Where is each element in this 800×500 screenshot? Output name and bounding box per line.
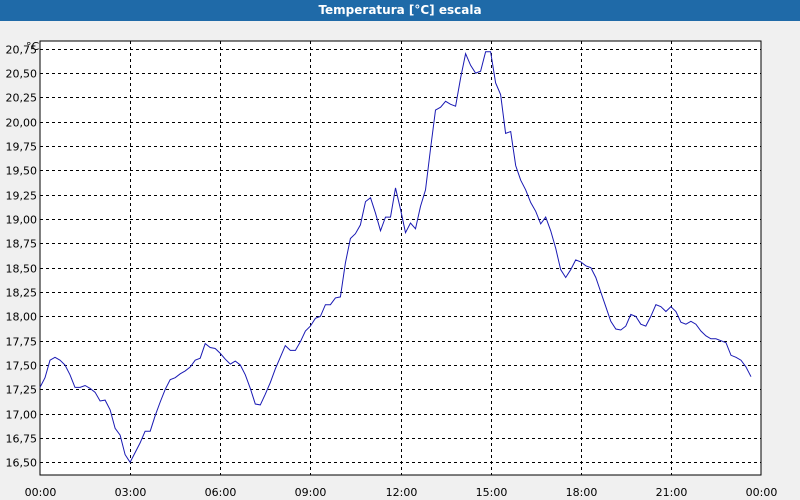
y-tick-label: 18,25 — [6, 287, 38, 300]
temperature-chart: 16,50 16,75 17,00 17,25 17,50 17,75 18,00 18,25… — [6, 40, 778, 499]
y-tick-label: 20,25 — [6, 92, 38, 105]
y-axis: 16,50 16,75 17,00 17,25 17,50 17,75 18,00 18,25… — [6, 44, 38, 470]
y-axis-unit: °C — [26, 40, 40, 53]
y-tick-label: 19,75 — [6, 141, 38, 154]
y-tick-label: 20,50 — [6, 68, 38, 81]
y-tick-label: 20,00 — [6, 117, 38, 130]
series-layer — [39, 51, 752, 464]
x-tick-time: 00:00 — [25, 486, 57, 499]
x-tick-time: 09:00 — [295, 486, 327, 499]
y-tick-label: 17,75 — [6, 336, 38, 349]
y-tick-label: 18,75 — [6, 238, 38, 251]
grid — [40, 41, 761, 475]
y-tick-label: 19,50 — [6, 165, 38, 178]
chart-title: Temperatura [°C] escala — [0, 0, 800, 21]
chart-panel: 16,50 16,75 17,00 17,25 17,50 17,75 18,00 18,25… — [0, 21, 800, 500]
y-tick-label: 16,75 — [6, 433, 38, 446]
plot-area — [39, 40, 762, 476]
x-axis: 00:0020/10/2503:0020/10/2506:0020/10/250… — [25, 486, 778, 499]
y-tick-label: 17,00 — [6, 409, 38, 422]
x-tick-time: 06:00 — [205, 486, 237, 499]
x-tick-time: 21:00 — [656, 486, 688, 499]
x-tick-time: 00:00 — [746, 486, 778, 499]
y-tick-label: 20,75 — [6, 44, 38, 57]
y-tick-label: 18,00 — [6, 311, 38, 324]
y-tick-label: 18,50 — [6, 263, 38, 276]
y-tick-label: 19,00 — [6, 214, 38, 227]
y-tick-label: 17,25 — [6, 384, 38, 397]
x-tick-time: 15:00 — [476, 486, 508, 499]
x-tick-time: 03:00 — [115, 486, 147, 499]
y-tick-label: 17,50 — [6, 360, 38, 373]
x-tick-time: 18:00 — [566, 486, 598, 499]
y-tick-label: 19,25 — [6, 190, 38, 203]
x-tick-time: 12:00 — [386, 486, 418, 499]
y-tick-label: 16,50 — [6, 457, 38, 470]
series-line-temperature — [39, 51, 752, 464]
